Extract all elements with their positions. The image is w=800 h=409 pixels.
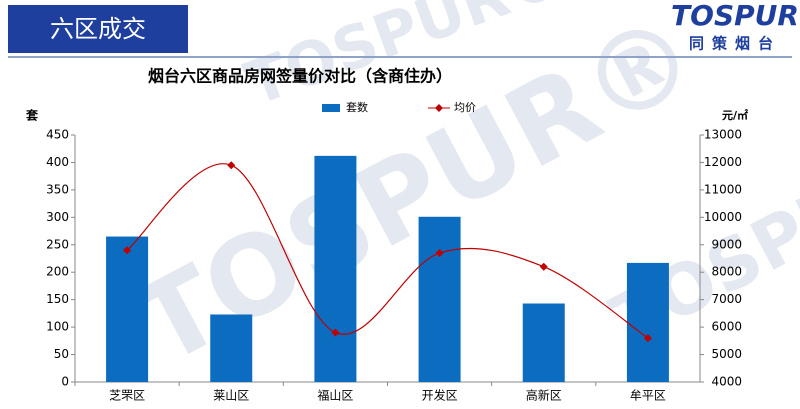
y-axis-label: 套 [25, 108, 39, 123]
y-tick-label: 450 [46, 128, 69, 142]
point [435, 249, 444, 258]
bar [210, 314, 253, 382]
header-title: 六区成交 [50, 15, 146, 43]
y2-tick-label: 6000 [711, 320, 742, 334]
y2-tick-label: 10000 [704, 210, 742, 224]
bar [626, 262, 669, 382]
x-tick-label: 芝罘区 [109, 388, 145, 403]
x-tick-label: 福山区 [317, 388, 353, 403]
y-tick-label: 50 [54, 347, 69, 361]
legend-swatch [322, 104, 340, 112]
y-tick-label: 0 [61, 375, 69, 389]
y2-axis-label: 元/㎡ [722, 108, 748, 122]
y-tick-label: 100 [46, 320, 69, 334]
logo-sub: 同策烟台 [689, 35, 781, 53]
y2-tick-label: 8000 [711, 265, 742, 279]
legend-label: 均价 [454, 101, 476, 114]
header-box [8, 5, 188, 53]
x-tick-label: 牟平区 [630, 388, 666, 403]
y2-tick-label: 7000 [711, 292, 742, 306]
y-tick-label: 350 [46, 182, 69, 196]
legend-label: 套数 [346, 101, 368, 114]
x-tick-label: 高新区 [526, 388, 562, 403]
point [227, 161, 236, 170]
y2-tick-label: 12000 [704, 155, 742, 169]
y2-tick-label: 11000 [704, 182, 742, 196]
bar [314, 155, 357, 382]
point [643, 334, 652, 343]
point [123, 246, 132, 255]
bar [106, 236, 149, 382]
bar [522, 303, 565, 382]
y-tick-label: 400 [46, 155, 69, 169]
legend-swatch [435, 104, 443, 112]
point [539, 262, 548, 271]
y-tick-label: 300 [46, 210, 69, 224]
logo: TOSPUR [671, 0, 799, 32]
y2-tick-label: 4000 [711, 375, 742, 389]
line [126, 163, 649, 339]
y2-tick-label: 13000 [704, 128, 742, 142]
point [331, 328, 340, 337]
y2-tick-label: 9000 [711, 237, 742, 251]
y-tick-label: 200 [46, 265, 69, 279]
y-tick-label: 150 [46, 292, 69, 306]
y-tick-label: 250 [46, 237, 69, 251]
x-tick-label: 开发区 [422, 388, 458, 403]
y2-tick-label: 5000 [711, 347, 742, 361]
x-tick-label: 莱山区 [213, 389, 249, 403]
bar [418, 216, 461, 382]
chart-title: 烟台六区商品房网签量价对比（含商住办） [148, 67, 452, 86]
